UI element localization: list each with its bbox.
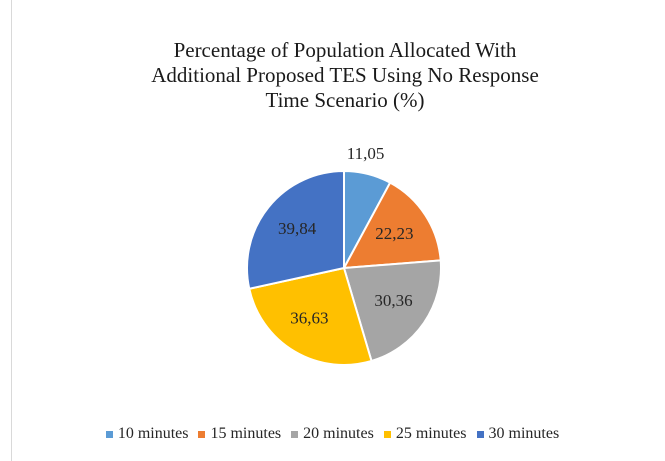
data-label-15-minutes: 22,23 [375,224,413,243]
legend-item-15-minutes: 15 minutes [198,425,281,443]
chart-legend: 10 minutes 15 minutes 20 minutes 25 minutes… [0,425,665,443]
chart-title-line-2: Additional Proposed TES Using No Respons… [151,63,539,87]
legend-label: 10 minutes [117,425,189,442]
legend-label: 25 minutes [395,425,467,442]
legend-item-30-minutes: 30 minutes [476,425,560,443]
legend-swatch [105,430,113,438]
chart-title-line-1: Percentage of Population Allocated With [173,38,517,62]
chart-title-line-3: Time Scenario (%) [265,88,425,112]
legend-item-20-minutes: 20 minutes [291,425,374,443]
data-label-25-minutes: 36,63 [290,309,328,328]
pie-slice-30-minutes [246,169,345,290]
pie-slice-15-minutes [342,181,442,270]
data-label-20-minutes: 30,36 [374,291,412,310]
legend-label: 15 minutes [210,425,282,442]
legend-swatch [291,430,299,438]
legend-label: 20 minutes [303,425,374,442]
data-label-30-minutes: 39,84 [278,219,317,238]
data-label-10-minutes: 11,05 [347,144,385,163]
legend-item-25-minutes: 25 minutes [383,425,467,443]
legend-swatch [198,430,206,438]
legend-label: 30 minutes [488,425,560,442]
legend-swatch [383,430,391,438]
legend-swatch [476,430,484,438]
chart-border [11,0,12,461]
pie-slice-20-minutes [342,259,442,363]
chart-title: Percentage of Population Allocated With … [100,38,590,113]
pie-slice-25-minutes [248,266,373,366]
legend-item-10-minutes: 10 minutes [105,425,189,443]
